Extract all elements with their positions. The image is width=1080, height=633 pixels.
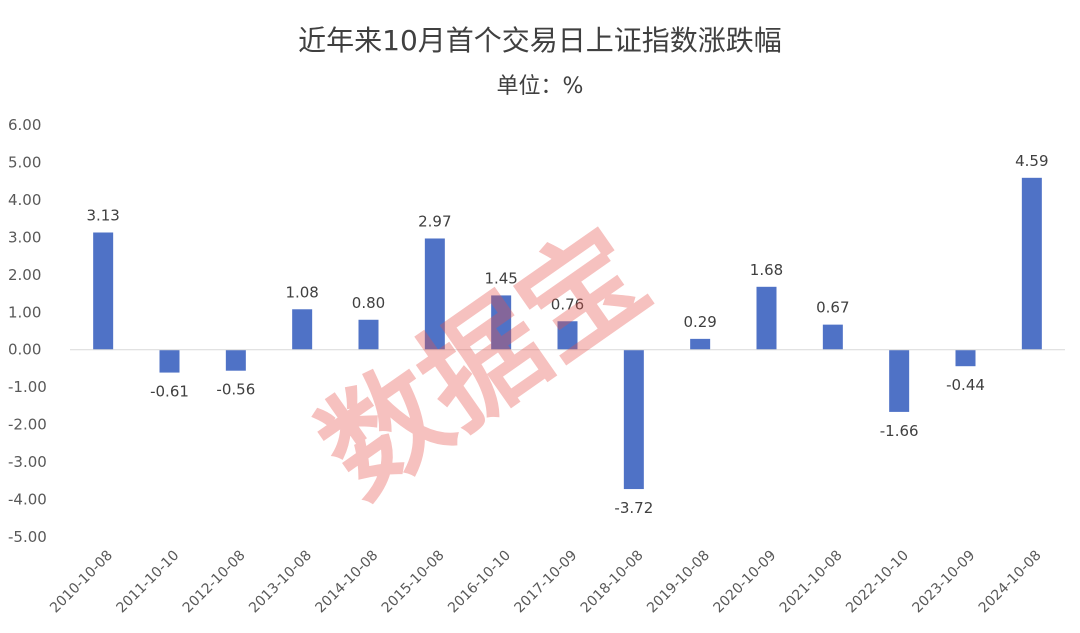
y-tick-label: -5.00 bbox=[8, 528, 47, 546]
data-label: 3.13 bbox=[86, 206, 119, 224]
watermark: 数据宝 bbox=[297, 203, 672, 523]
bar bbox=[557, 321, 578, 350]
bar bbox=[690, 338, 711, 350]
x-tick-label: 2022-10-10 bbox=[843, 548, 912, 617]
x-tick-label: 2010-10-08 bbox=[47, 548, 116, 617]
data-labels: 3.13 -0.61 -0.56 1.08 0.80 2.97 1.45 0.76 -3.72 0… bbox=[86, 152, 1048, 517]
y-tick-label: 6.00 bbox=[8, 116, 41, 134]
bar bbox=[822, 324, 843, 350]
y-axis: 6.00 5.00 4.00 3.00 2.00 1.00 0.00 -1.00 -2.00 -3… bbox=[8, 116, 47, 546]
x-tick-label: 2021-10-08 bbox=[777, 548, 846, 617]
data-label: 4.59 bbox=[1015, 152, 1048, 170]
x-tick-label: 2015-10-08 bbox=[379, 548, 448, 617]
y-tick-label: -2.00 bbox=[8, 416, 47, 434]
x-tick-label: 2013-10-08 bbox=[246, 548, 315, 617]
x-tick-label: 2023-10-09 bbox=[909, 548, 978, 617]
bar bbox=[424, 238, 445, 350]
bar bbox=[889, 349, 910, 412]
y-tick-label: -3.00 bbox=[8, 453, 47, 471]
data-label: -0.61 bbox=[150, 383, 189, 401]
y-tick-label: -4.00 bbox=[8, 491, 47, 509]
y-tick-label: 2.00 bbox=[8, 266, 41, 284]
x-tick-label: 2018-10-08 bbox=[578, 548, 647, 617]
x-tick-label: 2014-10-08 bbox=[312, 548, 381, 617]
bar bbox=[159, 349, 180, 373]
bar bbox=[955, 349, 976, 367]
x-tick-label: 2024-10-08 bbox=[976, 548, 1045, 617]
bars bbox=[93, 177, 1042, 490]
data-label: 2.97 bbox=[418, 212, 451, 230]
data-label: 1.45 bbox=[484, 269, 517, 287]
x-tick-label: 2017-10-09 bbox=[511, 548, 580, 617]
data-label: 0.80 bbox=[352, 294, 385, 312]
y-tick-label: 3.00 bbox=[8, 228, 41, 246]
data-label: 1.08 bbox=[285, 283, 318, 301]
data-label: -0.44 bbox=[946, 376, 985, 394]
x-tick-label: 2020-10-09 bbox=[710, 548, 779, 617]
data-label: 0.76 bbox=[551, 295, 584, 313]
chart-subtitle: 单位：% bbox=[497, 74, 584, 99]
data-label: 0.29 bbox=[683, 313, 716, 331]
data-label: -3.72 bbox=[614, 499, 653, 517]
y-tick-label: 4.00 bbox=[8, 191, 41, 209]
data-label: 0.67 bbox=[816, 299, 849, 317]
y-tick-label: 0.00 bbox=[8, 341, 41, 359]
x-axis: 2010-10-082011-10-102012-10-082013-10-08… bbox=[47, 548, 1045, 617]
chart-title: 近年来10月首个交易日上证指数涨跌幅 bbox=[298, 24, 782, 57]
y-tick-label: 5.00 bbox=[8, 153, 41, 171]
data-label: -1.66 bbox=[880, 422, 919, 440]
y-tick-label: 1.00 bbox=[8, 303, 41, 321]
x-tick-label: 2011-10-10 bbox=[113, 548, 182, 617]
bar bbox=[225, 349, 246, 371]
bar bbox=[358, 319, 379, 350]
bar bbox=[1021, 177, 1042, 350]
bar bbox=[623, 349, 644, 490]
x-tick-label: 2019-10-08 bbox=[644, 548, 713, 617]
data-label: 1.68 bbox=[750, 261, 783, 279]
y-tick-label: -1.00 bbox=[8, 378, 47, 396]
x-tick-label: 2012-10-08 bbox=[180, 548, 249, 617]
data-label: -0.56 bbox=[216, 381, 255, 399]
bar bbox=[756, 286, 777, 350]
x-tick-label: 2016-10-10 bbox=[445, 548, 514, 617]
bar bbox=[292, 309, 313, 350]
bar bbox=[491, 295, 512, 350]
bar bbox=[93, 232, 114, 350]
